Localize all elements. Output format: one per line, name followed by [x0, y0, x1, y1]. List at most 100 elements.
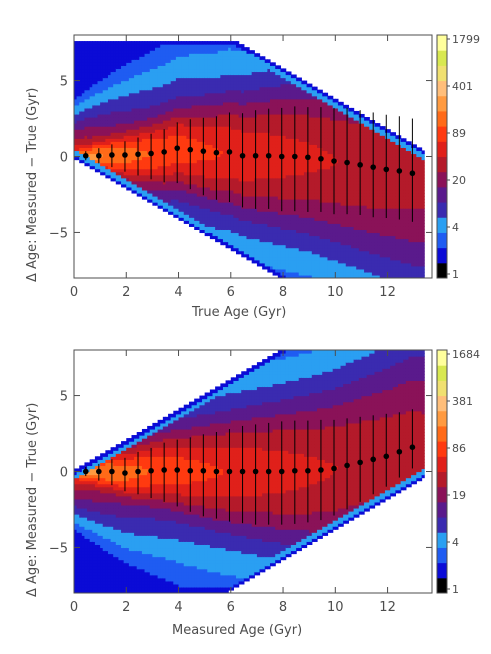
heatmap-cell	[173, 50, 177, 54]
heatmap-cell	[288, 89, 292, 94]
heatmap-cell	[238, 80, 242, 85]
heatmap-cell	[243, 141, 248, 145]
heatmap-cell	[283, 71, 287, 76]
heatmap-cell	[81, 56, 86, 60]
heatmap-cell	[188, 74, 193, 79]
heatmap-cell	[269, 129, 274, 133]
heatmap-cell	[97, 74, 101, 79]
heatmap-cell	[207, 232, 211, 237]
heatmap-cell	[277, 256, 282, 261]
heatmap-cell	[160, 117, 164, 121]
heatmap-cell	[283, 113, 287, 118]
heatmap-cell	[149, 177, 153, 182]
heatmap-cell	[259, 192, 263, 197]
heatmap-cell	[264, 117, 268, 121]
heatmap-cell	[283, 274, 287, 278]
heatmap-cell	[283, 117, 287, 121]
heatmap-cell	[296, 180, 300, 185]
heatmap-cell	[74, 92, 78, 97]
heatmap-cell	[269, 268, 274, 273]
heatmap-cell	[243, 171, 248, 176]
heatmap-cell	[204, 174, 208, 179]
heatmap-cell	[168, 138, 172, 142]
heatmap-cell	[249, 126, 253, 130]
heatmap-cell	[141, 47, 146, 51]
heatmap-cell	[191, 44, 195, 48]
heatmap-cell	[293, 241, 297, 246]
heatmap-cell	[220, 71, 224, 76]
heatmap-cell	[115, 135, 120, 139]
heatmap-cell	[191, 126, 195, 130]
heatmap-cell	[251, 104, 255, 109]
heatmap-cell	[264, 126, 268, 130]
heatmap-cell	[194, 177, 198, 182]
heatmap-cell	[277, 150, 282, 155]
heatmap-cell	[134, 159, 138, 164]
heatmap-cell	[136, 135, 140, 139]
heatmap-cell	[100, 107, 104, 112]
heatmap-cell	[225, 186, 229, 191]
heatmap-cell	[264, 180, 268, 185]
heatmap-cell	[165, 180, 169, 185]
heatmap-cell	[293, 253, 297, 258]
heatmap-cell	[139, 53, 143, 57]
heatmap-cell	[199, 56, 203, 60]
heatmap-cell	[183, 159, 187, 164]
heatmap-cell	[233, 165, 237, 170]
heatmap-cell	[97, 141, 101, 145]
heatmap-cell	[290, 177, 295, 182]
heatmap-cell	[191, 223, 195, 227]
heatmap-cell	[134, 138, 138, 142]
heatmap-cell	[288, 186, 292, 191]
heatmap-cell	[131, 92, 135, 97]
heatmap-cell	[236, 53, 240, 57]
heatmap-cell	[238, 110, 242, 115]
heatmap-cell	[222, 53, 227, 57]
heatmap-cell	[141, 68, 146, 73]
heatmap-cell	[160, 189, 164, 194]
heatmap-cell	[296, 244, 300, 249]
heatmap-cell	[209, 89, 214, 94]
heatmap-cell	[233, 62, 237, 66]
heatmap-cell	[147, 126, 151, 130]
heatmap-cell	[285, 141, 289, 145]
heatmap-cell	[126, 120, 130, 124]
heatmap-cell	[152, 189, 156, 194]
heatmap-cell	[181, 208, 185, 212]
heatmap-cell	[262, 238, 266, 243]
heatmap-cell	[144, 50, 148, 54]
heatmap-cell	[209, 235, 214, 240]
heatmap-cell	[230, 50, 234, 54]
heatmap-cell	[233, 56, 237, 60]
heatmap-cell	[168, 104, 172, 109]
heatmap-cell	[209, 138, 214, 142]
heatmap-cell	[277, 68, 282, 73]
heatmap-cell	[183, 71, 187, 76]
heatmap-cell	[115, 95, 120, 100]
heatmap-cell	[118, 150, 122, 155]
heatmap-cell	[183, 177, 187, 182]
heatmap-cell	[246, 89, 250, 94]
heatmap-cell	[285, 262, 289, 267]
heatmap-cell	[272, 165, 276, 170]
heatmap-cell	[204, 113, 208, 118]
heatmap-cell	[87, 110, 91, 115]
heatmap-cell	[230, 235, 234, 240]
heatmap-cell	[259, 95, 263, 100]
heatmap-cell	[296, 211, 300, 215]
heatmap-cell	[256, 205, 261, 209]
heatmap-cell	[249, 244, 253, 249]
heatmap-cell	[100, 98, 104, 103]
heatmap-cell	[254, 229, 258, 234]
heatmap-cell	[209, 214, 214, 218]
heatmap-cell	[296, 113, 300, 118]
heatmap-cell	[228, 241, 232, 246]
heatmap-cell	[160, 47, 164, 51]
heatmap-cell	[76, 95, 80, 100]
heatmap-cell	[246, 83, 250, 88]
heatmap-cell	[194, 71, 198, 76]
heatmap-cell	[131, 89, 135, 94]
heatmap-cell	[264, 98, 268, 103]
heatmap-cell	[168, 168, 172, 173]
heatmap-cell	[100, 56, 104, 60]
